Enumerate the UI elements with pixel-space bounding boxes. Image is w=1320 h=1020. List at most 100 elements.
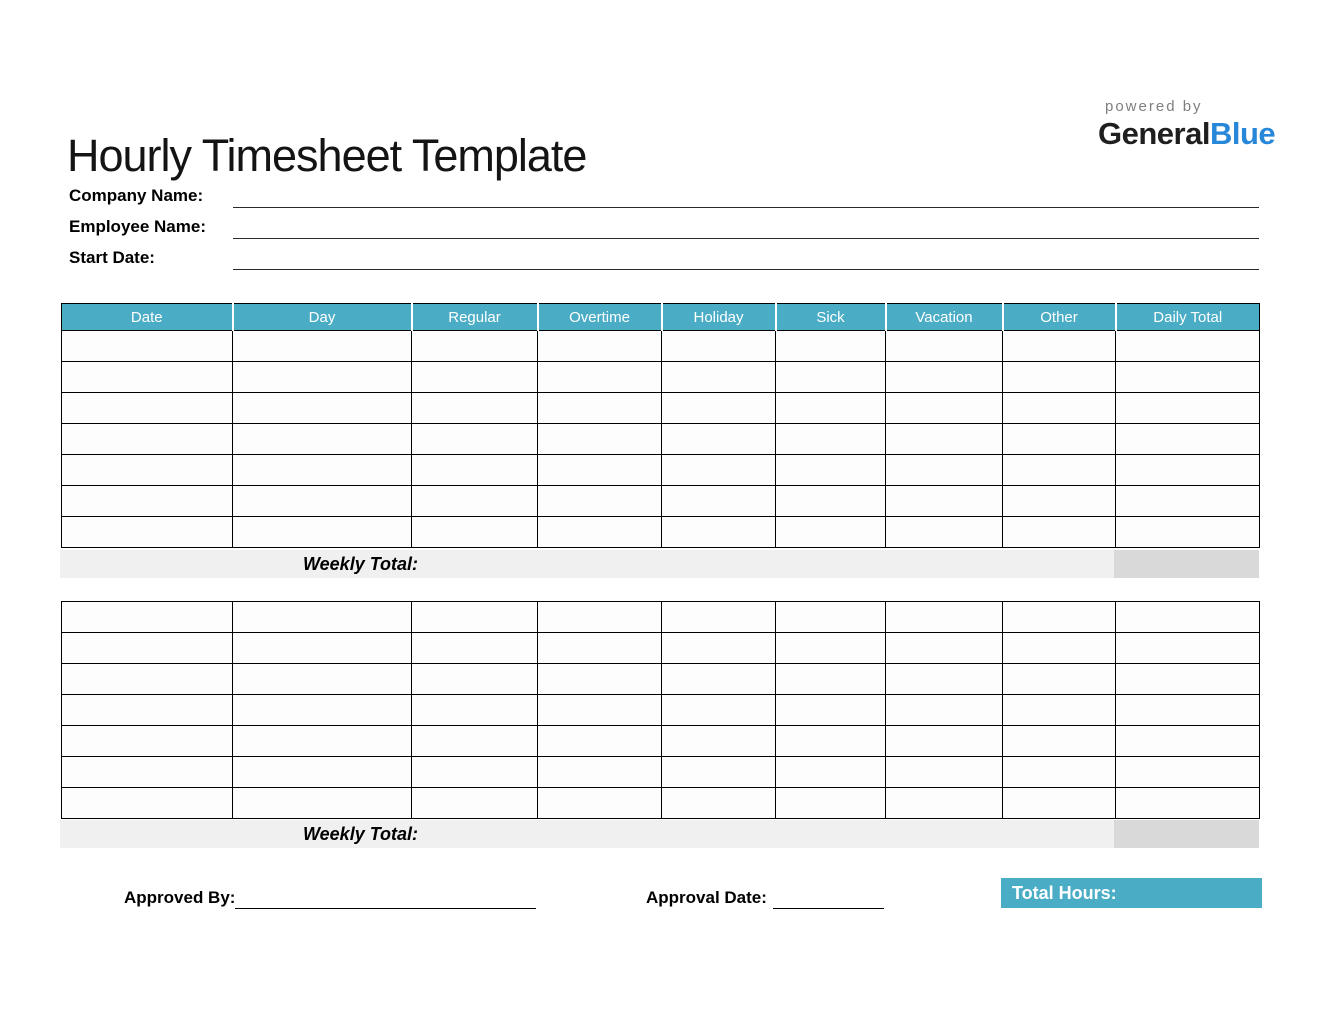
cell-regular[interactable] xyxy=(411,632,538,664)
cell-sick[interactable] xyxy=(775,787,886,819)
cell-sick[interactable] xyxy=(775,632,886,664)
cell-other[interactable] xyxy=(1002,787,1116,819)
cell-date[interactable] xyxy=(61,423,233,455)
cell-sick[interactable] xyxy=(775,601,886,633)
cell-date[interactable] xyxy=(61,694,233,726)
cell-date[interactable] xyxy=(61,485,233,517)
cell-holiday[interactable] xyxy=(661,601,776,633)
cell-holiday[interactable] xyxy=(661,663,776,695)
cell-daily-total[interactable] xyxy=(1115,392,1260,424)
cell-holiday[interactable] xyxy=(661,423,776,455)
cell-other[interactable] xyxy=(1002,694,1116,726)
cell-daily-total[interactable] xyxy=(1115,516,1260,548)
cell-date[interactable] xyxy=(61,392,233,424)
cell-other[interactable] xyxy=(1002,756,1116,788)
cell-day[interactable] xyxy=(232,516,412,548)
cell-daily-total[interactable] xyxy=(1115,454,1260,486)
cell-overtime[interactable] xyxy=(537,361,662,393)
cell-holiday[interactable] xyxy=(661,392,776,424)
cell-regular[interactable] xyxy=(411,454,538,486)
week-2-total-value-cell[interactable] xyxy=(1114,820,1259,848)
cell-holiday[interactable] xyxy=(661,725,776,757)
week-1-total-value-cell[interactable] xyxy=(1114,550,1259,578)
cell-date[interactable] xyxy=(61,330,233,362)
cell-daily-total[interactable] xyxy=(1115,787,1260,819)
cell-vacation[interactable] xyxy=(885,361,1003,393)
start-date-input[interactable] xyxy=(233,238,1259,270)
cell-day[interactable] xyxy=(232,485,412,517)
cell-sick[interactable] xyxy=(775,454,886,486)
cell-sick[interactable] xyxy=(775,330,886,362)
cell-holiday[interactable] xyxy=(661,632,776,664)
cell-vacation[interactable] xyxy=(885,423,1003,455)
cell-daily-total[interactable] xyxy=(1115,330,1260,362)
cell-date[interactable] xyxy=(61,601,233,633)
cell-overtime[interactable] xyxy=(537,632,662,664)
cell-regular[interactable] xyxy=(411,787,538,819)
cell-vacation[interactable] xyxy=(885,756,1003,788)
cell-regular[interactable] xyxy=(411,694,538,726)
cell-sick[interactable] xyxy=(775,516,886,548)
cell-daily-total[interactable] xyxy=(1115,694,1260,726)
cell-date[interactable] xyxy=(61,663,233,695)
cell-date[interactable] xyxy=(61,787,233,819)
cell-sick[interactable] xyxy=(775,694,886,726)
cell-sick[interactable] xyxy=(775,663,886,695)
cell-date[interactable] xyxy=(61,725,233,757)
cell-other[interactable] xyxy=(1002,632,1116,664)
cell-overtime[interactable] xyxy=(537,756,662,788)
cell-holiday[interactable] xyxy=(661,516,776,548)
cell-regular[interactable] xyxy=(411,330,538,362)
cell-regular[interactable] xyxy=(411,756,538,788)
cell-day[interactable] xyxy=(232,694,412,726)
cell-vacation[interactable] xyxy=(885,601,1003,633)
cell-day[interactable] xyxy=(232,725,412,757)
cell-day[interactable] xyxy=(232,330,412,362)
cell-sick[interactable] xyxy=(775,756,886,788)
cell-date[interactable] xyxy=(61,361,233,393)
cell-day[interactable] xyxy=(232,454,412,486)
cell-day[interactable] xyxy=(232,423,412,455)
cell-date[interactable] xyxy=(61,632,233,664)
cell-other[interactable] xyxy=(1002,361,1116,393)
cell-daily-total[interactable] xyxy=(1115,725,1260,757)
cell-regular[interactable] xyxy=(411,725,538,757)
cell-holiday[interactable] xyxy=(661,485,776,517)
cell-day[interactable] xyxy=(232,663,412,695)
company-name-input[interactable] xyxy=(233,176,1259,208)
cell-other[interactable] xyxy=(1002,725,1116,757)
cell-sick[interactable] xyxy=(775,423,886,455)
cell-overtime[interactable] xyxy=(537,485,662,517)
cell-overtime[interactable] xyxy=(537,601,662,633)
cell-sick[interactable] xyxy=(775,361,886,393)
cell-vacation[interactable] xyxy=(885,392,1003,424)
cell-other[interactable] xyxy=(1002,392,1116,424)
cell-day[interactable] xyxy=(232,756,412,788)
cell-regular[interactable] xyxy=(411,361,538,393)
cell-other[interactable] xyxy=(1002,454,1116,486)
cell-other[interactable] xyxy=(1002,601,1116,633)
cell-holiday[interactable] xyxy=(661,756,776,788)
cell-other[interactable] xyxy=(1002,663,1116,695)
cell-daily-total[interactable] xyxy=(1115,632,1260,664)
cell-day[interactable] xyxy=(232,787,412,819)
cell-vacation[interactable] xyxy=(885,330,1003,362)
cell-date[interactable] xyxy=(61,516,233,548)
cell-vacation[interactable] xyxy=(885,632,1003,664)
cell-regular[interactable] xyxy=(411,392,538,424)
cell-regular[interactable] xyxy=(411,423,538,455)
cell-vacation[interactable] xyxy=(885,694,1003,726)
cell-holiday[interactable] xyxy=(661,330,776,362)
cell-other[interactable] xyxy=(1002,330,1116,362)
cell-regular[interactable] xyxy=(411,601,538,633)
cell-overtime[interactable] xyxy=(537,516,662,548)
cell-daily-total[interactable] xyxy=(1115,423,1260,455)
cell-date[interactable] xyxy=(61,756,233,788)
cell-overtime[interactable] xyxy=(537,694,662,726)
cell-regular[interactable] xyxy=(411,663,538,695)
cell-overtime[interactable] xyxy=(537,787,662,819)
cell-sick[interactable] xyxy=(775,485,886,517)
cell-daily-total[interactable] xyxy=(1115,663,1260,695)
cell-daily-total[interactable] xyxy=(1115,756,1260,788)
cell-vacation[interactable] xyxy=(885,485,1003,517)
